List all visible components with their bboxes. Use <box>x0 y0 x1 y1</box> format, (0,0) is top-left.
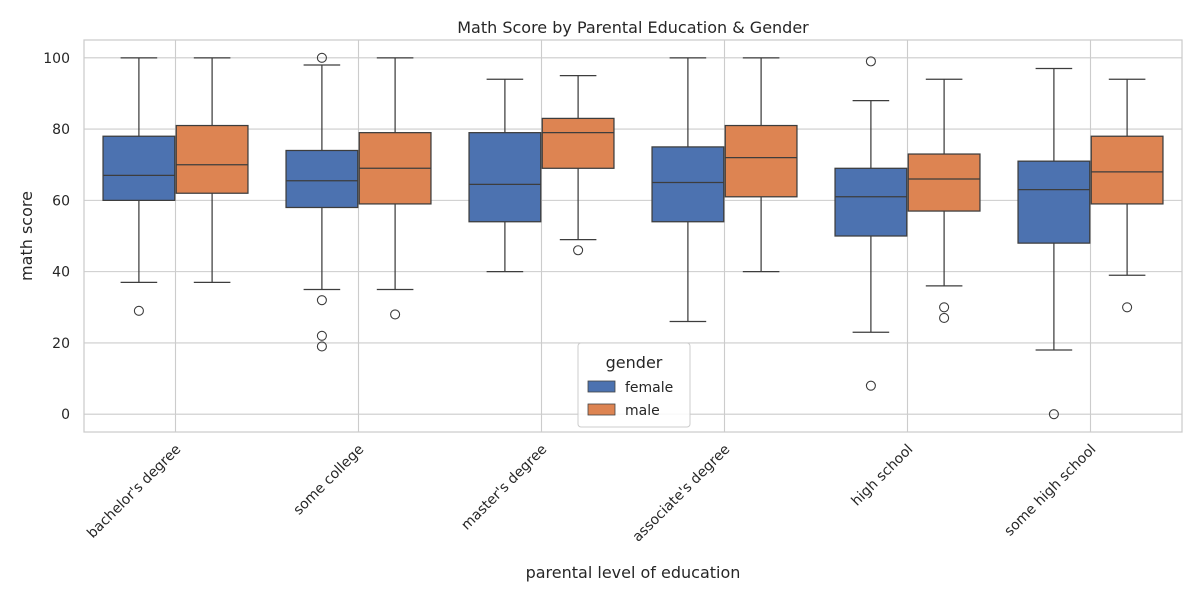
box-series <box>102 52 1164 420</box>
y-tick-label: 80 <box>52 122 70 138</box>
box-iqr <box>1017 160 1091 244</box>
box-iqr <box>468 132 542 223</box>
y-tick-label: 40 <box>52 265 70 281</box>
box-iqr <box>651 146 725 223</box>
legend-label-male: male <box>625 403 660 419</box>
box-iqr <box>541 117 615 169</box>
box-iqr <box>1090 135 1164 205</box>
box-iqr <box>724 124 798 198</box>
y-tick-label: 20 <box>52 336 70 352</box>
box-iqr <box>907 153 981 212</box>
y-axis-title: math score <box>17 191 36 281</box>
legend-label-female: female <box>625 380 673 396</box>
outlier-point <box>316 330 327 341</box>
box-iqr <box>175 124 249 194</box>
series-female <box>102 52 1091 420</box>
x-tick-label: master's degree <box>458 442 550 534</box>
legend: gender female male <box>577 342 691 428</box>
box-iqr <box>285 149 359 209</box>
outlier-point <box>1048 409 1059 420</box>
y-tick-label: 0 <box>61 407 70 423</box>
x-tick-label: associate's degree <box>630 442 734 546</box>
outlier-point <box>316 341 327 352</box>
legend-title: gender <box>606 353 663 372</box>
x-tick-label: bachelor's degree <box>84 442 184 542</box>
outlier-point <box>390 309 401 320</box>
box-iqr <box>834 167 908 237</box>
plot-frame <box>83 39 1183 433</box>
legend-swatch-male <box>587 403 616 416</box>
outlier-point <box>939 302 950 313</box>
outlier-point <box>573 245 584 256</box>
chart-title: Math Score by Parental Education & Gende… <box>457 18 809 37</box>
outlier-point <box>1122 302 1133 313</box>
outlier-point <box>316 295 327 306</box>
x-axis-title: parental level of education <box>526 563 741 582</box>
outlier-point <box>865 380 876 391</box>
x-tick-label: some high school <box>1001 442 1099 540</box>
outlier-point <box>865 56 876 67</box>
y-tick-labels: 0 20 40 60 80 100 <box>43 51 70 423</box>
outlier-point <box>316 52 327 63</box>
x-tick-labels: bachelor's degree some college master's de… <box>84 442 1099 546</box>
outlier-point <box>939 312 950 324</box>
y-tick-label: 60 <box>52 193 70 209</box>
grid-lines <box>84 40 1182 432</box>
outlier-point <box>133 305 144 316</box>
x-tick-label: high school <box>849 442 917 510</box>
box-iqr <box>102 135 176 201</box>
x-tick-label: some college <box>290 442 367 519</box>
series-male <box>175 57 1164 324</box>
legend-swatch-female <box>587 380 616 393</box>
y-tick-label: 100 <box>43 51 70 67</box>
